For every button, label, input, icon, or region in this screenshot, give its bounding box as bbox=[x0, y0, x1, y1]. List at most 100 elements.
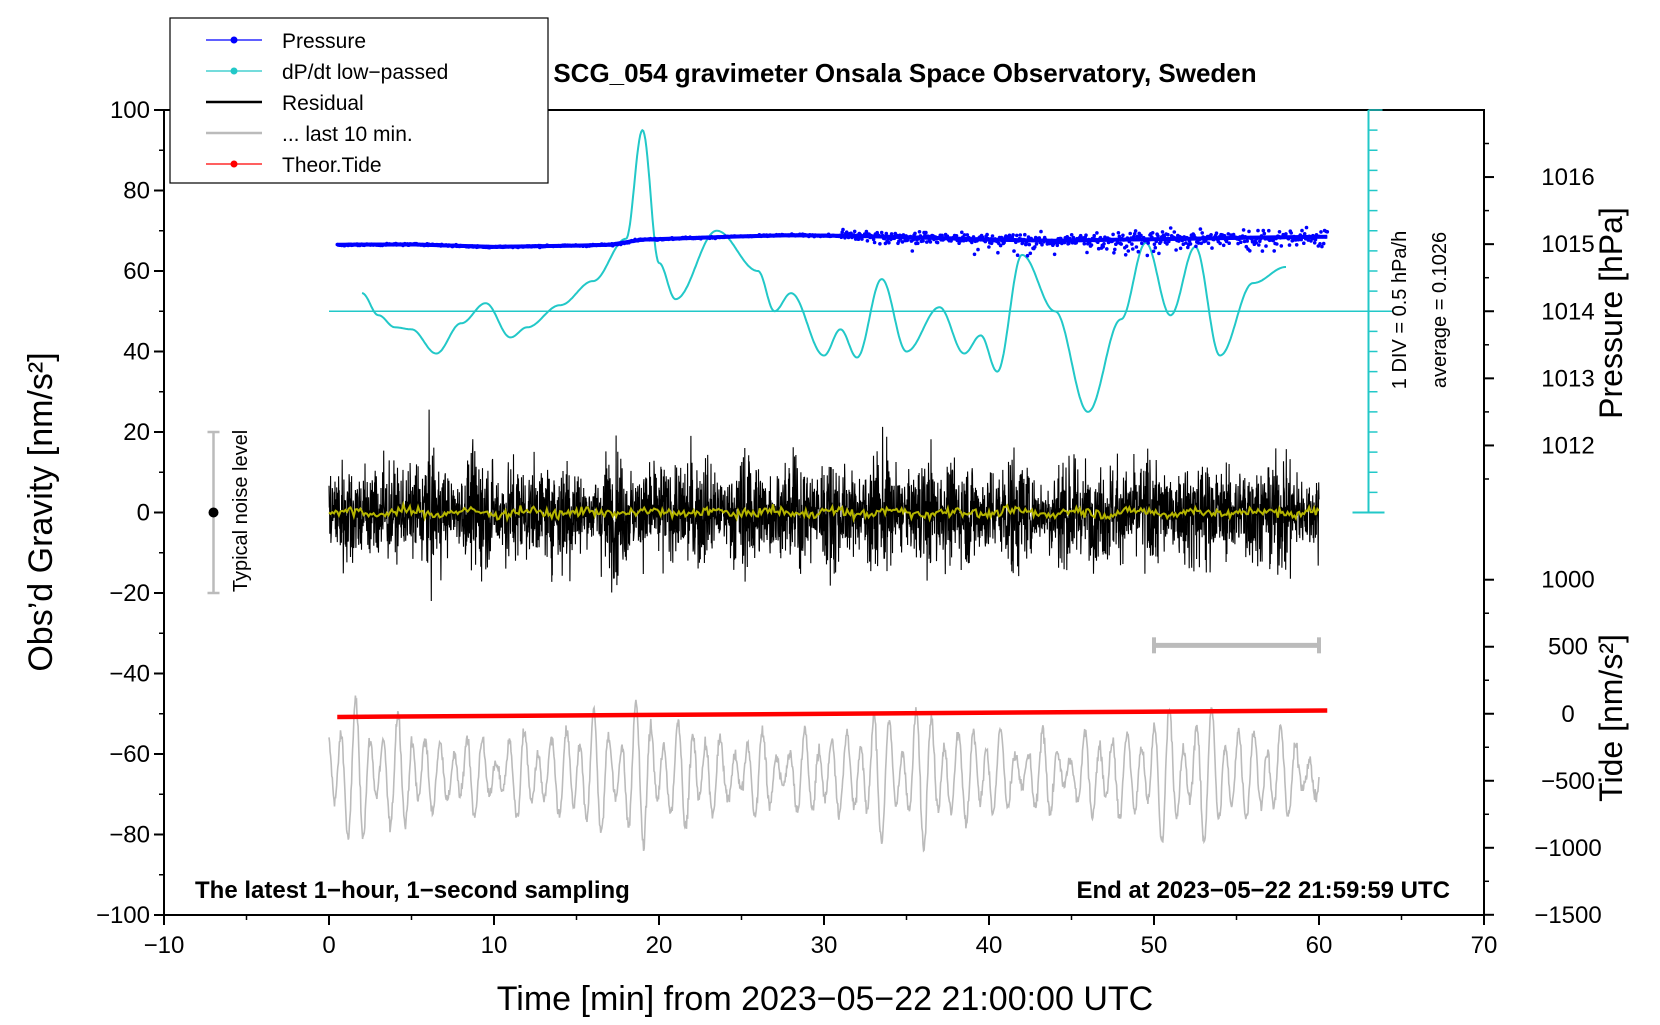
pressure-point bbox=[887, 240, 891, 245]
pressure-point bbox=[1321, 241, 1326, 246]
pressure-point bbox=[911, 238, 916, 242]
pressure-point bbox=[846, 235, 851, 240]
pressure-point bbox=[1055, 243, 1060, 248]
pressure-point bbox=[1021, 240, 1025, 245]
pressure-point bbox=[999, 235, 1004, 240]
pressure-point bbox=[1258, 237, 1263, 241]
pressure-point bbox=[921, 239, 925, 243]
pressure-point bbox=[1111, 232, 1115, 237]
pressure-point bbox=[878, 242, 882, 246]
legend-entry-dpdt: dP/dt low−passed bbox=[206, 61, 448, 84]
pressure-point bbox=[898, 237, 903, 241]
pressure-point bbox=[1199, 241, 1204, 246]
pressure-point bbox=[1153, 245, 1158, 250]
pressure-point bbox=[1214, 231, 1219, 235]
pressure-point bbox=[1272, 249, 1276, 253]
noise-bar-center bbox=[208, 507, 219, 518]
pressure-point bbox=[1262, 231, 1267, 236]
pressure-point bbox=[972, 252, 977, 257]
y-tick-label: 0 bbox=[137, 500, 150, 527]
pressure-point bbox=[860, 237, 864, 241]
pressure-point bbox=[983, 239, 988, 244]
pressure-point bbox=[1224, 239, 1229, 244]
annotation-end-time: End at 2023−05−22 21:59:59 UTC bbox=[1076, 877, 1450, 904]
series-dpdt bbox=[361, 128, 1286, 413]
pressure-point bbox=[1026, 235, 1031, 239]
x-tick-label: 60 bbox=[1306, 932, 1333, 959]
pressure-point bbox=[949, 239, 953, 243]
pressure-point bbox=[904, 234, 908, 238]
tide-tick-label: −1000 bbox=[1534, 835, 1601, 862]
pressure-point bbox=[1156, 234, 1160, 238]
pressure-point bbox=[1135, 234, 1140, 239]
x-axis-label: Time [min] from 2023−05−22 21:00:00 UTC bbox=[497, 980, 1153, 1018]
pressure-point bbox=[1277, 230, 1282, 234]
pressure-point bbox=[1204, 239, 1208, 243]
tide-axis-ticks: −1500 −1000 −500 0 500 1000 bbox=[1484, 567, 1602, 929]
pressure-point bbox=[918, 234, 923, 238]
pressure-point bbox=[1024, 240, 1029, 244]
pressure-point bbox=[954, 234, 959, 238]
pressure-point bbox=[889, 232, 894, 236]
tide-tick-label: 500 bbox=[1548, 634, 1588, 661]
pressure-point bbox=[856, 237, 861, 241]
pressure-point bbox=[1067, 241, 1071, 246]
legend-label-residual: Residual bbox=[282, 92, 364, 115]
x-tick-label: 30 bbox=[811, 932, 838, 959]
series-tide bbox=[337, 708, 1328, 720]
pressure-point bbox=[1050, 238, 1054, 243]
pressure-point bbox=[895, 233, 899, 238]
legend-label-last-10-min: ... last 10 min. bbox=[282, 123, 413, 146]
pressure-point bbox=[1185, 235, 1189, 240]
pressure-point bbox=[1154, 239, 1159, 244]
pressure-point bbox=[1257, 243, 1261, 247]
series-residual bbox=[328, 409, 1320, 602]
x-tick-label: 20 bbox=[646, 932, 673, 959]
pressure-point bbox=[1144, 238, 1149, 243]
x-tick-label: −10 bbox=[144, 932, 185, 959]
pressure-point bbox=[1127, 239, 1132, 244]
pressure-point bbox=[1128, 231, 1132, 236]
pressure-point bbox=[1227, 241, 1231, 245]
pressure-point bbox=[989, 241, 994, 246]
pressure-point bbox=[971, 235, 976, 239]
pressure-point bbox=[1236, 241, 1240, 246]
pressure-point bbox=[1115, 240, 1120, 245]
pressure-point bbox=[1133, 229, 1138, 233]
pressure-point bbox=[987, 245, 991, 249]
pressure-point bbox=[1261, 228, 1266, 233]
pressure-point bbox=[858, 232, 862, 237]
pressure-point bbox=[1124, 244, 1129, 248]
y-tick-label: −60 bbox=[109, 741, 150, 768]
pressure-point bbox=[1074, 240, 1078, 245]
pressure-point bbox=[884, 231, 889, 236]
pressure-point bbox=[1054, 240, 1059, 245]
pressure-point bbox=[1301, 234, 1305, 239]
pressure-tick-label: 1013 bbox=[1541, 365, 1594, 392]
pressure-point bbox=[908, 234, 913, 239]
pressure-point bbox=[924, 230, 928, 235]
pressure-point bbox=[1166, 232, 1170, 237]
pressure-point bbox=[1095, 231, 1099, 235]
pressure-point bbox=[1150, 231, 1155, 235]
pressure-point bbox=[864, 229, 869, 234]
pressure-point bbox=[1096, 240, 1100, 244]
pressure-point bbox=[1028, 251, 1033, 256]
pressure-point bbox=[1168, 226, 1173, 230]
pressure-point bbox=[1023, 232, 1027, 237]
pressure-point bbox=[1320, 244, 1324, 249]
pressure-point bbox=[959, 238, 963, 243]
pressure-point bbox=[1078, 233, 1083, 238]
pressure-point bbox=[1309, 239, 1313, 243]
pressure-point bbox=[1082, 241, 1087, 246]
pressure-point bbox=[928, 240, 933, 244]
pressure-point bbox=[841, 227, 845, 232]
y-tick-label: 20 bbox=[123, 419, 150, 446]
pressure-point bbox=[1325, 230, 1330, 234]
pressure-point bbox=[1125, 236, 1130, 240]
pressure-point bbox=[998, 243, 1003, 248]
pressure-point bbox=[853, 237, 858, 241]
pressure-tick-label: 1014 bbox=[1541, 298, 1594, 325]
pressure-tick-label: 1016 bbox=[1541, 164, 1594, 191]
pressure-point bbox=[1113, 247, 1117, 252]
